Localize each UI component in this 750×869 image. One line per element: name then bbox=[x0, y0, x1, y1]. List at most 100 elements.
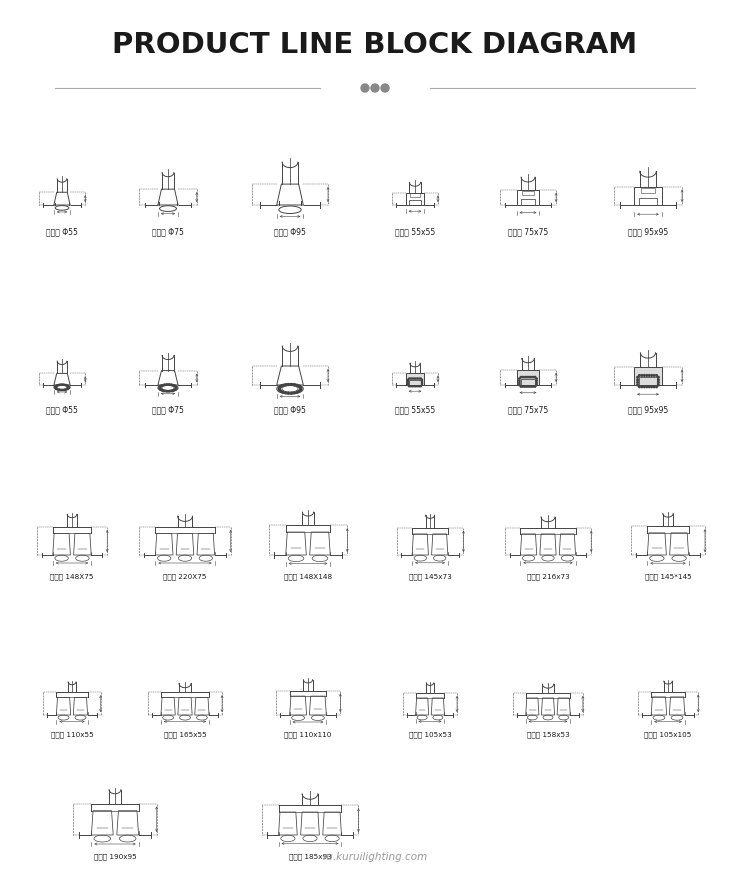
Circle shape bbox=[526, 386, 528, 388]
Circle shape bbox=[58, 384, 60, 386]
Circle shape bbox=[530, 386, 532, 388]
Circle shape bbox=[61, 389, 62, 390]
Circle shape bbox=[278, 387, 280, 388]
Circle shape bbox=[159, 388, 160, 389]
Circle shape bbox=[176, 386, 177, 388]
Circle shape bbox=[68, 386, 69, 388]
Circle shape bbox=[282, 391, 284, 393]
Circle shape bbox=[169, 390, 170, 392]
Circle shape bbox=[58, 389, 60, 390]
Text: 开孔： 95x95: 开孔： 95x95 bbox=[628, 227, 668, 236]
Circle shape bbox=[519, 380, 520, 381]
Circle shape bbox=[171, 384, 172, 386]
Circle shape bbox=[160, 385, 162, 387]
Circle shape bbox=[296, 391, 298, 393]
Circle shape bbox=[66, 388, 67, 390]
Circle shape bbox=[282, 385, 284, 387]
Circle shape bbox=[172, 389, 174, 391]
Circle shape bbox=[176, 388, 177, 389]
Circle shape bbox=[409, 386, 410, 387]
Circle shape bbox=[299, 389, 302, 391]
Circle shape bbox=[55, 387, 56, 388]
Circle shape bbox=[522, 376, 524, 378]
Text: PRODUCT LINE BLOCK DIAGRAM: PRODUCT LINE BLOCK DIAGRAM bbox=[112, 31, 638, 59]
Circle shape bbox=[637, 376, 638, 378]
Circle shape bbox=[412, 378, 413, 379]
Circle shape bbox=[413, 378, 415, 379]
Circle shape bbox=[160, 389, 162, 390]
Bar bbox=[634, 367, 662, 385]
Bar bbox=[641, 188, 655, 193]
Circle shape bbox=[651, 375, 652, 376]
Circle shape bbox=[522, 386, 524, 388]
Circle shape bbox=[524, 376, 526, 378]
Circle shape bbox=[641, 386, 643, 388]
Circle shape bbox=[649, 386, 650, 388]
Circle shape bbox=[278, 389, 280, 391]
Circle shape bbox=[171, 390, 172, 392]
Circle shape bbox=[68, 387, 69, 388]
Circle shape bbox=[280, 386, 282, 388]
Circle shape bbox=[174, 385, 176, 387]
Circle shape bbox=[419, 386, 420, 387]
Circle shape bbox=[410, 378, 412, 379]
Circle shape bbox=[412, 386, 413, 387]
Text: ru.kuruilighting.com: ru.kuruilighting.com bbox=[322, 852, 428, 862]
Circle shape bbox=[164, 384, 165, 386]
Circle shape bbox=[653, 386, 655, 388]
Circle shape bbox=[62, 389, 64, 390]
Circle shape bbox=[638, 375, 640, 376]
Text: 开孔： 190x95: 开孔： 190x95 bbox=[94, 853, 136, 859]
Circle shape bbox=[519, 378, 520, 379]
Bar bbox=[517, 370, 539, 385]
Circle shape bbox=[644, 375, 645, 376]
Circle shape bbox=[638, 386, 640, 388]
Circle shape bbox=[284, 384, 286, 386]
Circle shape bbox=[278, 388, 280, 390]
Circle shape bbox=[361, 84, 369, 92]
Bar bbox=[640, 377, 656, 385]
Text: 开孔： 165x55: 开孔： 165x55 bbox=[164, 731, 206, 738]
Circle shape bbox=[61, 384, 62, 385]
Circle shape bbox=[67, 385, 68, 387]
Circle shape bbox=[417, 378, 418, 379]
Text: 开孔： 145x73: 开孔： 145x73 bbox=[409, 573, 452, 580]
Circle shape bbox=[407, 382, 409, 384]
Text: 开孔： 105x53: 开孔： 105x53 bbox=[409, 731, 452, 738]
Circle shape bbox=[287, 383, 290, 386]
Circle shape bbox=[646, 386, 647, 388]
Circle shape bbox=[658, 376, 659, 378]
Text: 开孔： 148X75: 开孔： 148X75 bbox=[50, 573, 94, 580]
Circle shape bbox=[166, 390, 167, 392]
Circle shape bbox=[419, 378, 420, 379]
Text: 开孔： 158x53: 开孔： 158x53 bbox=[526, 731, 569, 738]
Circle shape bbox=[66, 385, 67, 386]
Circle shape bbox=[413, 386, 415, 387]
Circle shape bbox=[637, 379, 638, 381]
Text: 开孔： 95x95: 开孔： 95x95 bbox=[628, 405, 668, 414]
Circle shape bbox=[293, 384, 296, 386]
Circle shape bbox=[524, 386, 526, 388]
Circle shape bbox=[644, 386, 645, 388]
Circle shape bbox=[417, 386, 418, 387]
Circle shape bbox=[300, 388, 302, 390]
Circle shape bbox=[287, 392, 290, 394]
Text: 开孔： 110x55: 开孔： 110x55 bbox=[51, 731, 93, 738]
Circle shape bbox=[64, 384, 65, 386]
Bar bbox=[634, 187, 662, 205]
Circle shape bbox=[290, 383, 292, 386]
Circle shape bbox=[298, 390, 300, 392]
Circle shape bbox=[410, 386, 412, 387]
Text: 开孔： 216x73: 开孔： 216x73 bbox=[526, 573, 569, 580]
Circle shape bbox=[57, 388, 58, 390]
Bar bbox=[522, 190, 534, 196]
Circle shape bbox=[420, 386, 422, 387]
Circle shape bbox=[164, 390, 165, 392]
Bar bbox=[409, 200, 421, 205]
Circle shape bbox=[56, 388, 57, 389]
Text: 开孔： Φ75: 开孔： Φ75 bbox=[152, 227, 184, 236]
Text: 开孔： 75x75: 开孔： 75x75 bbox=[508, 405, 548, 414]
Bar bbox=[517, 189, 539, 205]
Circle shape bbox=[55, 386, 56, 388]
Circle shape bbox=[651, 386, 652, 388]
